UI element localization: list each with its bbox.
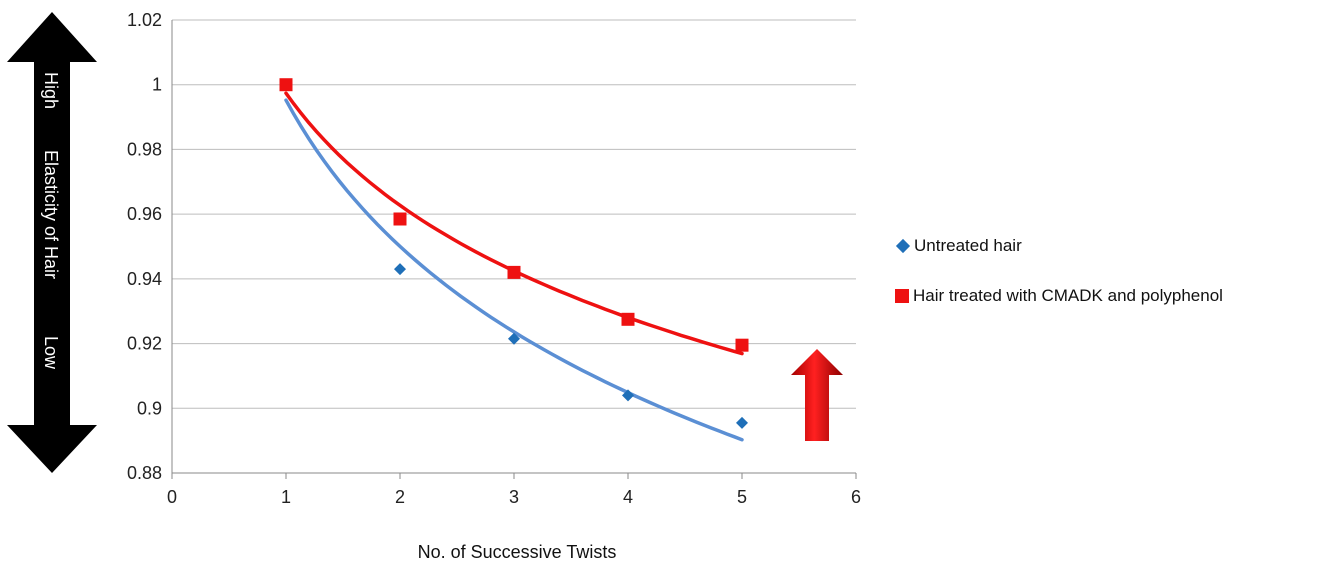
y-tick-label: 0.9: [137, 398, 162, 418]
x-tick-label: 2: [395, 487, 405, 507]
y-axis-label-high: High: [41, 72, 61, 109]
elasticity-double-arrow: High Elasticity of Hair Low: [7, 12, 97, 473]
data-point-treated: [393, 212, 407, 226]
y-tick-label: 0.96: [127, 204, 162, 224]
x-tick-label: 5: [737, 487, 747, 507]
x-tick-label: 1: [281, 487, 291, 507]
legend-label-untreated: Untreated hair: [914, 236, 1022, 255]
data-point-untreated: [622, 389, 634, 402]
x-tick-label: 4: [623, 487, 633, 507]
x-tick-label: 3: [509, 487, 519, 507]
x-tick-label: 0: [167, 487, 177, 507]
gridlines: [172, 19, 856, 474]
square-marker-icon: [895, 289, 909, 303]
data-point-treated: [279, 78, 293, 92]
y-tick-label: 0.94: [127, 269, 162, 289]
y-axis-title: Elasticity of Hair: [41, 150, 61, 279]
data-point-treated: [507, 265, 521, 279]
data-point-treated: [735, 338, 749, 352]
data-point-untreated: [736, 416, 748, 429]
legend-label-treated: Hair treated with CMADK and polyphenol: [913, 286, 1223, 305]
data-point-treated: [621, 312, 635, 326]
axes: [171, 20, 857, 479]
trendline-series-0: [284, 98, 744, 442]
tick-labels: 0.88 0.9 0.92 0.94 0.96 0.98 1 1.02 0 1 2 3 4 5 6: [127, 10, 861, 507]
x-axis-title: No. of Successive Twists: [418, 542, 617, 562]
legend-item-untreated: Untreated hair: [895, 236, 1223, 256]
data-point-untreated: [508, 332, 520, 345]
legend-item-treated: Hair treated with CMADK and polyphenol: [895, 286, 1223, 306]
y-tick-label: 0.98: [127, 139, 162, 159]
y-tick-label: 1.02: [127, 10, 162, 30]
data-points: [279, 78, 749, 429]
data-point-untreated: [394, 263, 406, 276]
y-tick-label: 0.92: [127, 334, 162, 354]
improvement-up-arrow: [791, 349, 843, 441]
y-tick-label: 1: [152, 75, 162, 95]
y-axis-label-low: Low: [41, 336, 61, 370]
legend: Untreated hair Hair treated with CMADK a…: [895, 236, 1223, 306]
y-tick-label: 0.88: [127, 463, 162, 483]
diamond-marker-icon: [895, 238, 911, 254]
trendline-series-1: [284, 91, 744, 356]
x-tick-label: 6: [851, 487, 861, 507]
